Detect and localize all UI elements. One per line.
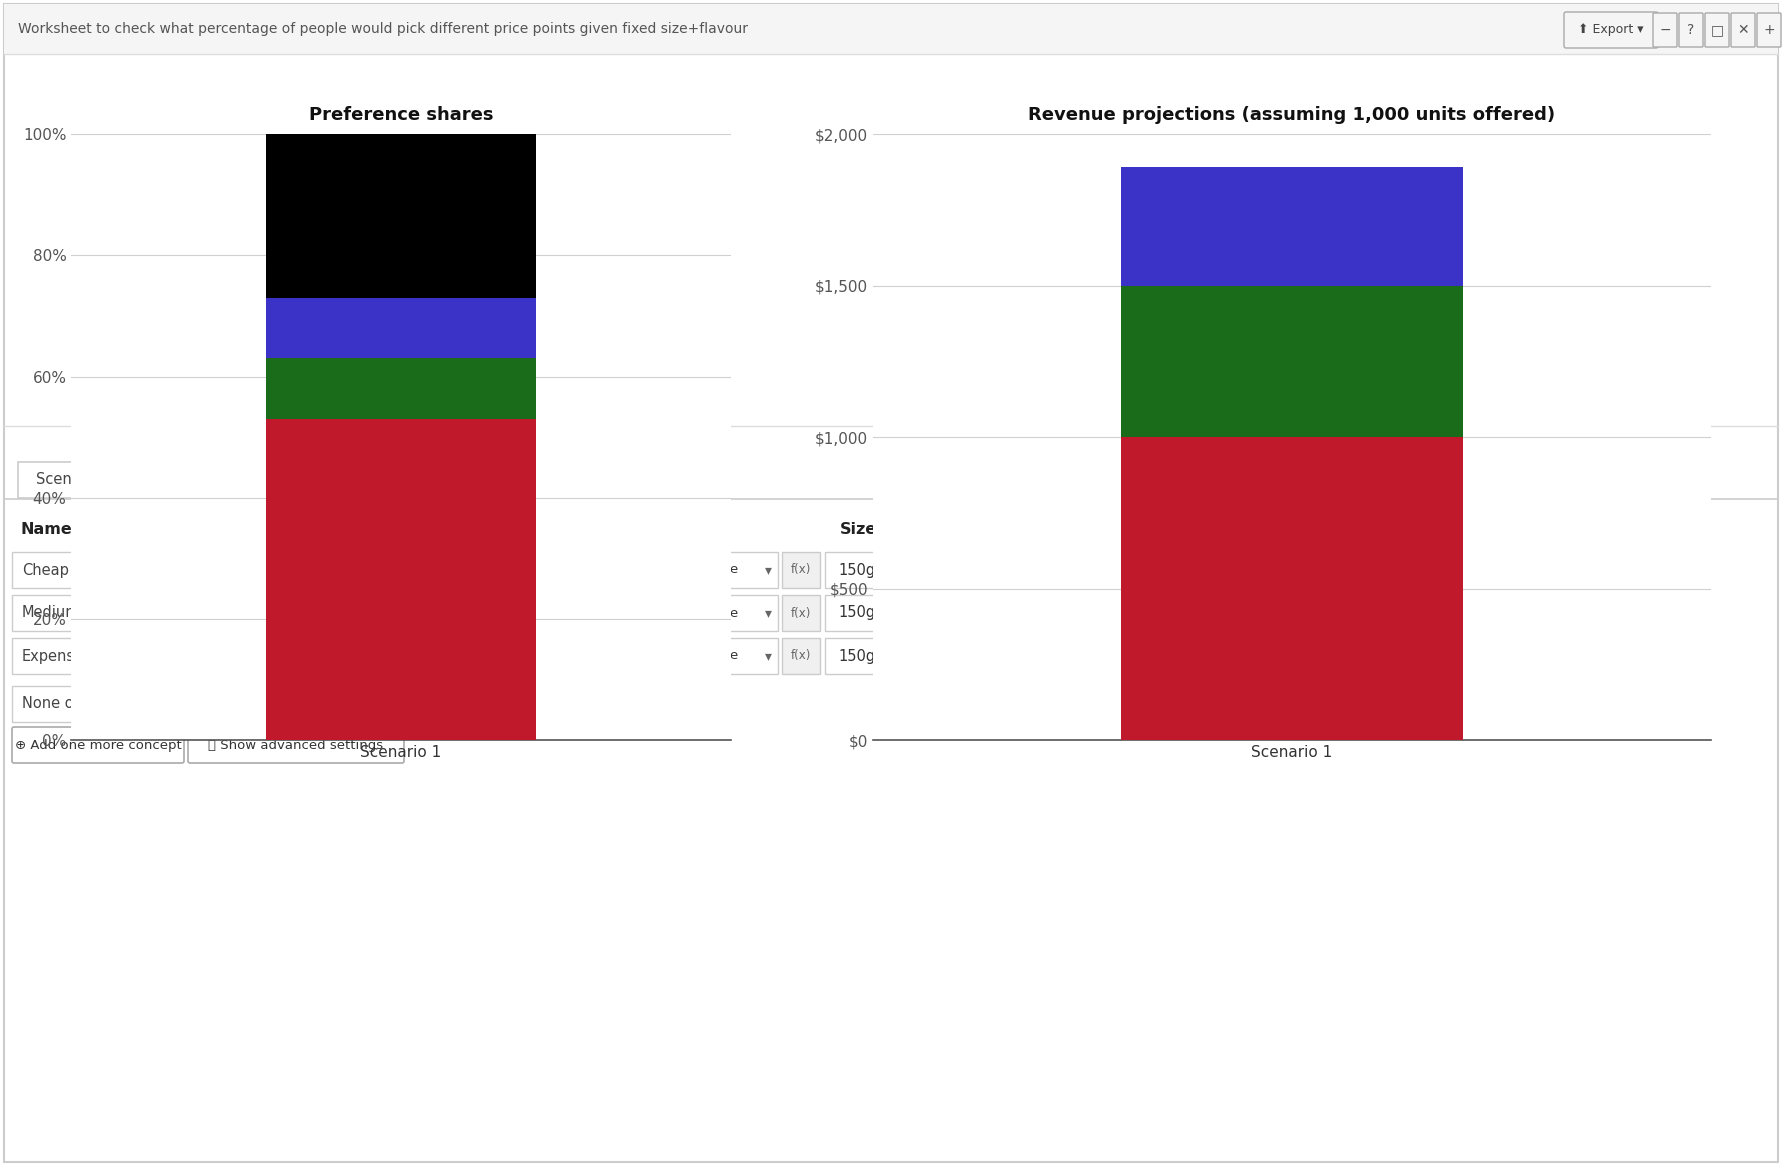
Text: ⊖: ⊖ <box>292 561 308 580</box>
Text: f(x): f(x) <box>527 649 547 662</box>
Text: 150g: 150g <box>838 562 875 577</box>
Bar <box>251 552 282 588</box>
Text: Name: Name <box>20 522 71 538</box>
FancyBboxPatch shape <box>285 640 315 672</box>
Text: ⬆ Export ▾: ⬆ Export ▾ <box>1579 23 1643 36</box>
FancyBboxPatch shape <box>12 638 249 674</box>
FancyBboxPatch shape <box>285 597 315 628</box>
Text: f(x): f(x) <box>791 606 811 619</box>
Bar <box>266 419 536 740</box>
FancyBboxPatch shape <box>18 462 148 498</box>
FancyBboxPatch shape <box>321 638 517 674</box>
Text: None of the above: None of the above <box>21 696 157 711</box>
Text: ▾: ▾ <box>764 563 772 577</box>
Text: ▾: ▾ <box>1000 649 1007 663</box>
Bar <box>1121 437 1463 740</box>
Text: ▾: ▾ <box>764 606 772 620</box>
FancyBboxPatch shape <box>1730 13 1755 47</box>
Text: f(x): f(x) <box>527 606 547 619</box>
FancyBboxPatch shape <box>285 554 315 586</box>
Text: Expensive: Expensive <box>21 648 96 663</box>
Text: ⓘ Show advanced settings: ⓘ Show advanced settings <box>208 739 383 752</box>
FancyBboxPatch shape <box>1018 595 1057 631</box>
FancyBboxPatch shape <box>1018 638 1057 674</box>
FancyBboxPatch shape <box>1565 12 1657 48</box>
Text: ▾: ▾ <box>1000 606 1007 620</box>
Text: 150g: 150g <box>838 605 875 620</box>
Text: Banana Chocolate Fudge: Banana Chocolate Fudge <box>572 649 738 662</box>
Bar <box>283 686 314 722</box>
Text: Price: Price <box>321 522 365 538</box>
Text: 1.95: 1.95 <box>331 562 365 577</box>
Text: Banana Chocolate Fudge: Banana Chocolate Fudge <box>572 563 738 576</box>
FancyBboxPatch shape <box>825 638 1019 674</box>
FancyBboxPatch shape <box>782 638 820 674</box>
FancyBboxPatch shape <box>560 638 779 674</box>
Bar <box>251 595 282 631</box>
Text: ⊖: ⊖ <box>292 646 308 666</box>
Bar <box>1121 286 1463 437</box>
FancyBboxPatch shape <box>782 595 820 631</box>
FancyBboxPatch shape <box>782 552 820 588</box>
Text: ▾: ▾ <box>1000 563 1007 577</box>
Text: Worksheet to check what percentage of people would pick different price points g: Worksheet to check what percentage of pe… <box>18 22 748 36</box>
FancyBboxPatch shape <box>321 595 517 631</box>
FancyBboxPatch shape <box>12 686 249 722</box>
FancyBboxPatch shape <box>4 3 1778 1163</box>
Bar <box>1121 168 1463 286</box>
FancyBboxPatch shape <box>560 552 779 588</box>
FancyBboxPatch shape <box>12 726 184 763</box>
Text: ▾: ▾ <box>764 649 772 663</box>
Bar <box>266 358 536 419</box>
Text: 150g: 150g <box>838 648 875 663</box>
Title: Preference shares: Preference shares <box>308 106 494 125</box>
Bar <box>251 638 282 674</box>
Text: f(x): f(x) <box>791 563 811 576</box>
Text: ⊖: ⊖ <box>292 604 308 623</box>
Text: 3.5: 3.5 <box>331 648 355 663</box>
Text: Scenario 1: Scenario 1 <box>36 472 114 487</box>
FancyBboxPatch shape <box>1018 552 1057 588</box>
FancyBboxPatch shape <box>519 638 556 674</box>
FancyBboxPatch shape <box>519 552 556 588</box>
Text: Size: Size <box>839 522 877 538</box>
FancyBboxPatch shape <box>519 595 556 631</box>
Text: f(x): f(x) <box>1026 649 1048 662</box>
Text: f(x): f(x) <box>791 649 811 662</box>
FancyBboxPatch shape <box>825 552 1019 588</box>
Bar <box>266 134 536 297</box>
Bar <box>4 3 1778 54</box>
FancyBboxPatch shape <box>12 595 249 631</box>
Text: Flavour: Flavour <box>576 522 643 538</box>
Bar <box>251 686 282 722</box>
Text: +: + <box>1762 23 1775 37</box>
FancyBboxPatch shape <box>12 552 249 588</box>
FancyBboxPatch shape <box>121 473 141 491</box>
Text: □: □ <box>1711 23 1723 37</box>
FancyBboxPatch shape <box>187 726 405 763</box>
FancyBboxPatch shape <box>321 552 517 588</box>
Text: ?: ? <box>1688 23 1695 37</box>
Text: f(x): f(x) <box>1026 606 1048 619</box>
FancyBboxPatch shape <box>1757 13 1780 47</box>
Text: 2.9: 2.9 <box>331 605 355 620</box>
FancyBboxPatch shape <box>1705 13 1729 47</box>
FancyBboxPatch shape <box>560 595 779 631</box>
Text: −: − <box>1659 23 1672 37</box>
Bar <box>266 297 536 358</box>
Text: ⊕ Add one more concept: ⊕ Add one more concept <box>14 739 182 752</box>
Text: Cheap: Cheap <box>21 562 69 577</box>
Title: Revenue projections (assuming 1,000 units offered): Revenue projections (assuming 1,000 unit… <box>1028 106 1556 125</box>
Text: f(x): f(x) <box>527 563 547 576</box>
Text: Banana Chocolate Fudge: Banana Chocolate Fudge <box>572 606 738 619</box>
Text: f(x): f(x) <box>1026 563 1048 576</box>
Text: Medium-priced: Medium-priced <box>21 605 132 620</box>
Text: ✕: ✕ <box>1737 23 1748 37</box>
FancyBboxPatch shape <box>1679 13 1704 47</box>
FancyBboxPatch shape <box>1654 13 1677 47</box>
FancyBboxPatch shape <box>825 595 1019 631</box>
